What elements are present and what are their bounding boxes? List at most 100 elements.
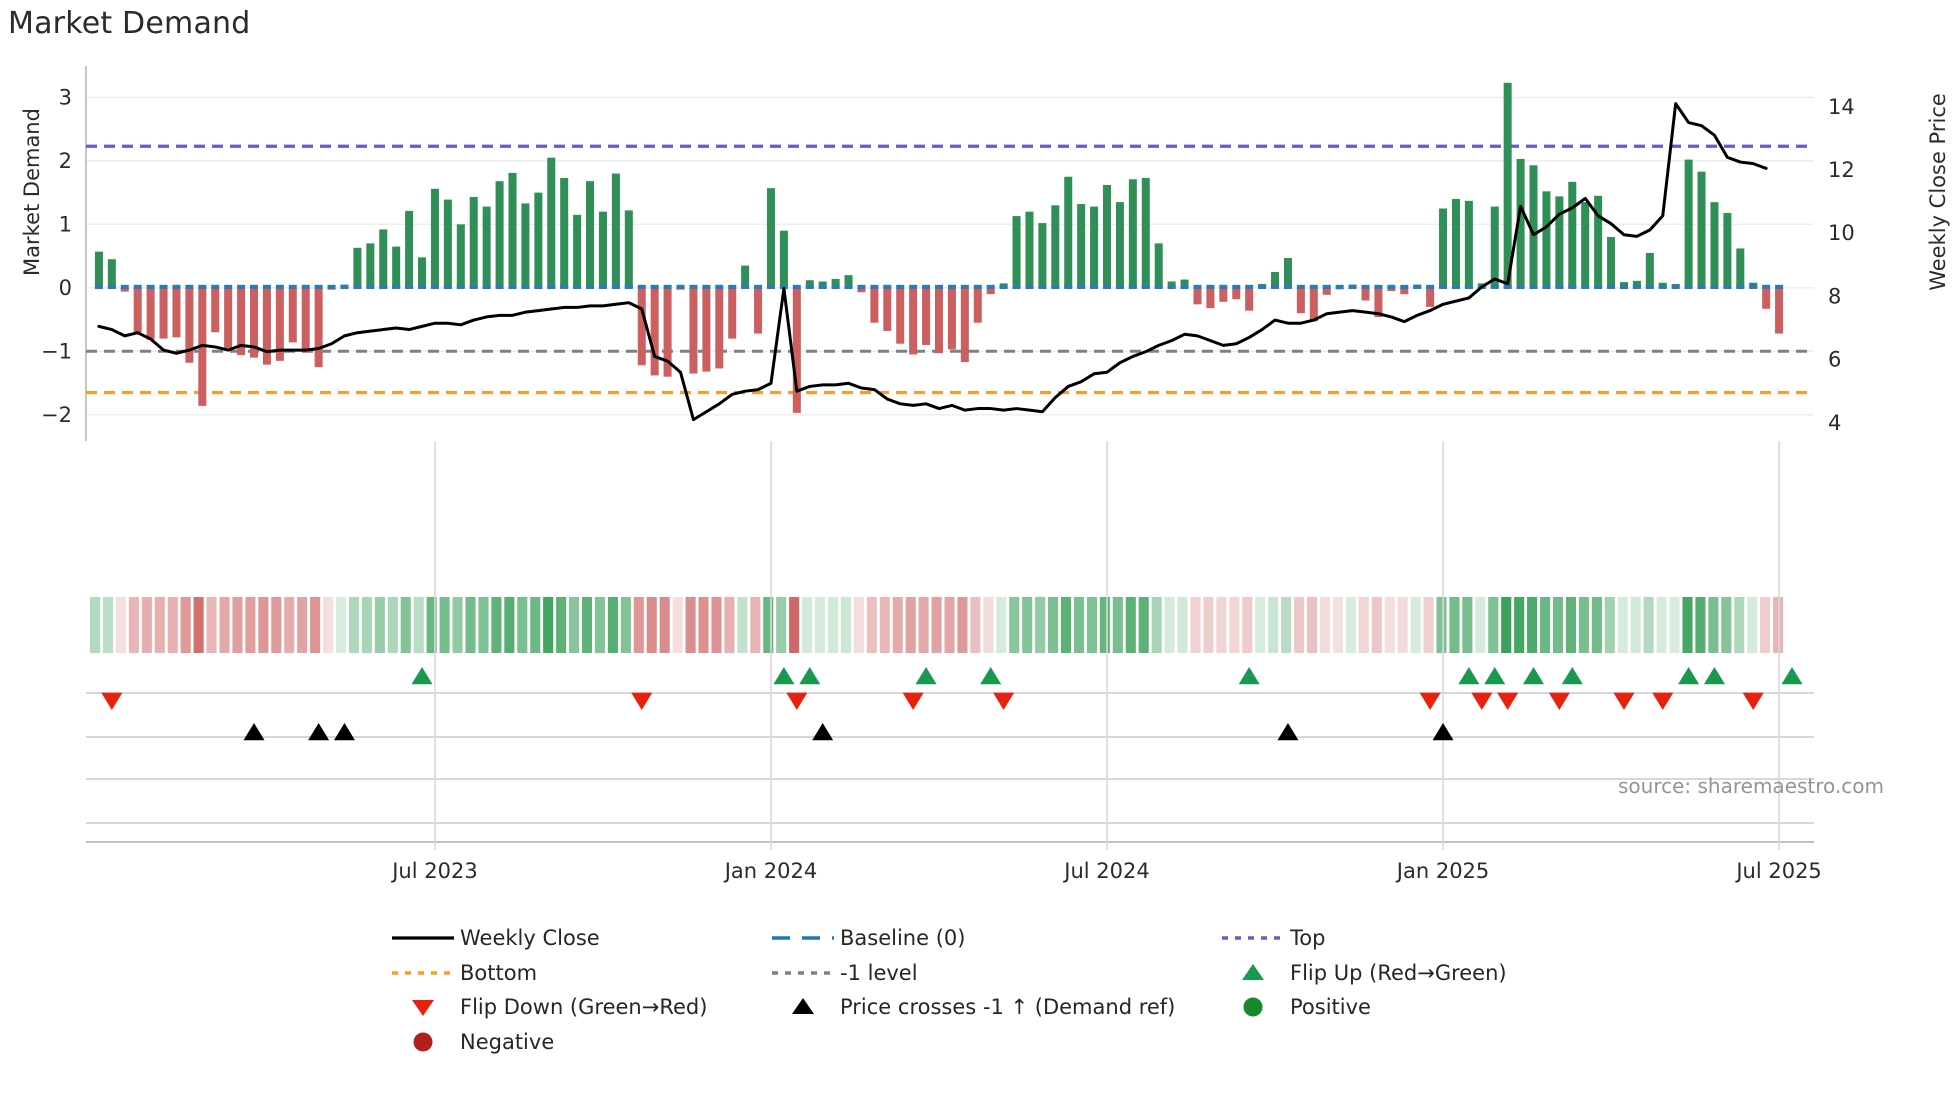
baseline-segment [1542, 284, 1551, 290]
heatmap-cell [413, 597, 424, 653]
heatmap-cell [374, 597, 385, 653]
heatmap-cell [983, 597, 994, 653]
demand-bar [133, 287, 142, 333]
baseline-segment [224, 284, 233, 290]
baseline-segment [1464, 284, 1473, 290]
legend-item[interactable]: Flip Up (Red→Green) [1216, 960, 1616, 986]
heatmap-cell [1216, 597, 1227, 653]
heatmap-cell [1319, 597, 1331, 653]
heatmap-cell [789, 597, 800, 653]
demand-bar [896, 287, 905, 344]
heatmap-cell [1384, 597, 1395, 653]
heatmap-cell [1294, 597, 1305, 653]
legend-item[interactable]: -1 level [766, 960, 1216, 986]
heatmap-cell [543, 597, 554, 653]
demand-bar [1710, 202, 1719, 288]
legend-row: Bottom -1 level Flip Up (Red→Green) [386, 960, 1766, 986]
heatmap-cell [866, 597, 877, 653]
price-cross-marker [308, 723, 330, 741]
heatmap-cell [1565, 597, 1577, 653]
baseline-segment [262, 284, 271, 290]
demand-bar [818, 281, 827, 288]
baseline-segment [1090, 284, 1099, 290]
demand-bar [598, 211, 607, 288]
baseline-segment [960, 284, 969, 290]
baseline-segment [1762, 284, 1771, 290]
baseline-segment [1193, 284, 1202, 290]
demand-bar [1038, 223, 1047, 288]
baseline-segment [1516, 284, 1525, 290]
price-cross-marker [1277, 723, 1299, 741]
demand-bar [1439, 208, 1448, 288]
baseline-segment [1503, 284, 1512, 290]
y-tick-left: 2 [59, 149, 72, 173]
legend-key-triangle-down-icon [386, 994, 460, 1020]
flip-up-marker [1484, 667, 1506, 685]
baseline-segment [1581, 284, 1590, 290]
baseline-segment [947, 284, 956, 290]
heatmap-cell [1501, 597, 1512, 653]
legend-item[interactable]: Price crosses -1 ↑ (Demand ref) [766, 994, 1216, 1020]
baseline-segment [1271, 284, 1280, 290]
demand-bar [418, 257, 427, 288]
baseline-segment [1671, 284, 1680, 290]
demand-bar [1012, 216, 1021, 288]
flip-down-marker [1652, 692, 1674, 710]
legend-item[interactable]: Bottom [386, 960, 766, 986]
legend-item[interactable]: Top [1216, 925, 1616, 951]
y-tick-left: 3 [59, 85, 72, 109]
baseline-segment [340, 284, 349, 290]
demand-bar [909, 287, 918, 355]
demand-bar [1296, 287, 1305, 314]
baseline-segment [883, 284, 892, 290]
legend-item[interactable]: Baseline (0) [766, 925, 1216, 951]
baseline-segment [275, 284, 284, 290]
heatmap-cell [1138, 597, 1149, 653]
heatmap-cell [1591, 597, 1602, 653]
flip-up-marker [1238, 667, 1260, 685]
demand-bar [844, 275, 853, 288]
heatmap-cell [970, 597, 981, 653]
heatmap-cell [530, 597, 541, 653]
demand-bar [1115, 202, 1124, 288]
heatmap-cell [827, 597, 839, 653]
baseline-segment [1245, 284, 1254, 290]
baseline-segment [702, 284, 711, 290]
heatmap-cell [180, 597, 191, 653]
heatmap-cell [698, 597, 709, 653]
demand-bar [456, 224, 465, 288]
legend-item[interactable]: Weekly Close [386, 925, 766, 951]
heatmap-cell [1371, 597, 1382, 653]
baseline-segment [456, 284, 465, 290]
baseline-segment [1697, 284, 1706, 290]
legend-item[interactable]: Positive [1216, 994, 1616, 1020]
demand-bar [792, 287, 801, 413]
demand-bar [702, 287, 711, 372]
baseline-segment [521, 284, 530, 290]
heatmap-cell [1643, 597, 1654, 653]
heatmap-cell [1734, 597, 1745, 653]
baseline-segment [728, 284, 737, 290]
legend-item[interactable]: Flip Down (Green→Red) [386, 994, 766, 1020]
baseline-segment [1645, 284, 1654, 290]
demand-bar [1490, 206, 1499, 288]
heatmap-cell [1229, 597, 1240, 653]
legend-item[interactable]: Negative [386, 1029, 766, 1055]
demand-bar [1400, 287, 1409, 295]
heatmap-cell [335, 597, 347, 653]
demand-bar [250, 287, 259, 358]
flip-up-marker [799, 667, 821, 685]
demand-bar [1322, 287, 1331, 295]
demand-bar [728, 287, 737, 339]
demand-bar [883, 287, 892, 331]
legend-row: Weekly Close Baseline (0) Top [386, 925, 1766, 951]
baseline-segment [301, 284, 310, 290]
demand-bar [1542, 191, 1551, 288]
baseline-segment [650, 284, 659, 290]
heatmap-cell [1656, 597, 1667, 653]
baseline-segment [715, 284, 724, 290]
legend-key-line-dotted-icon [1216, 925, 1290, 951]
baseline-segment [1594, 284, 1603, 290]
demand-bar [1180, 279, 1189, 288]
price-cross-marker [812, 723, 834, 741]
